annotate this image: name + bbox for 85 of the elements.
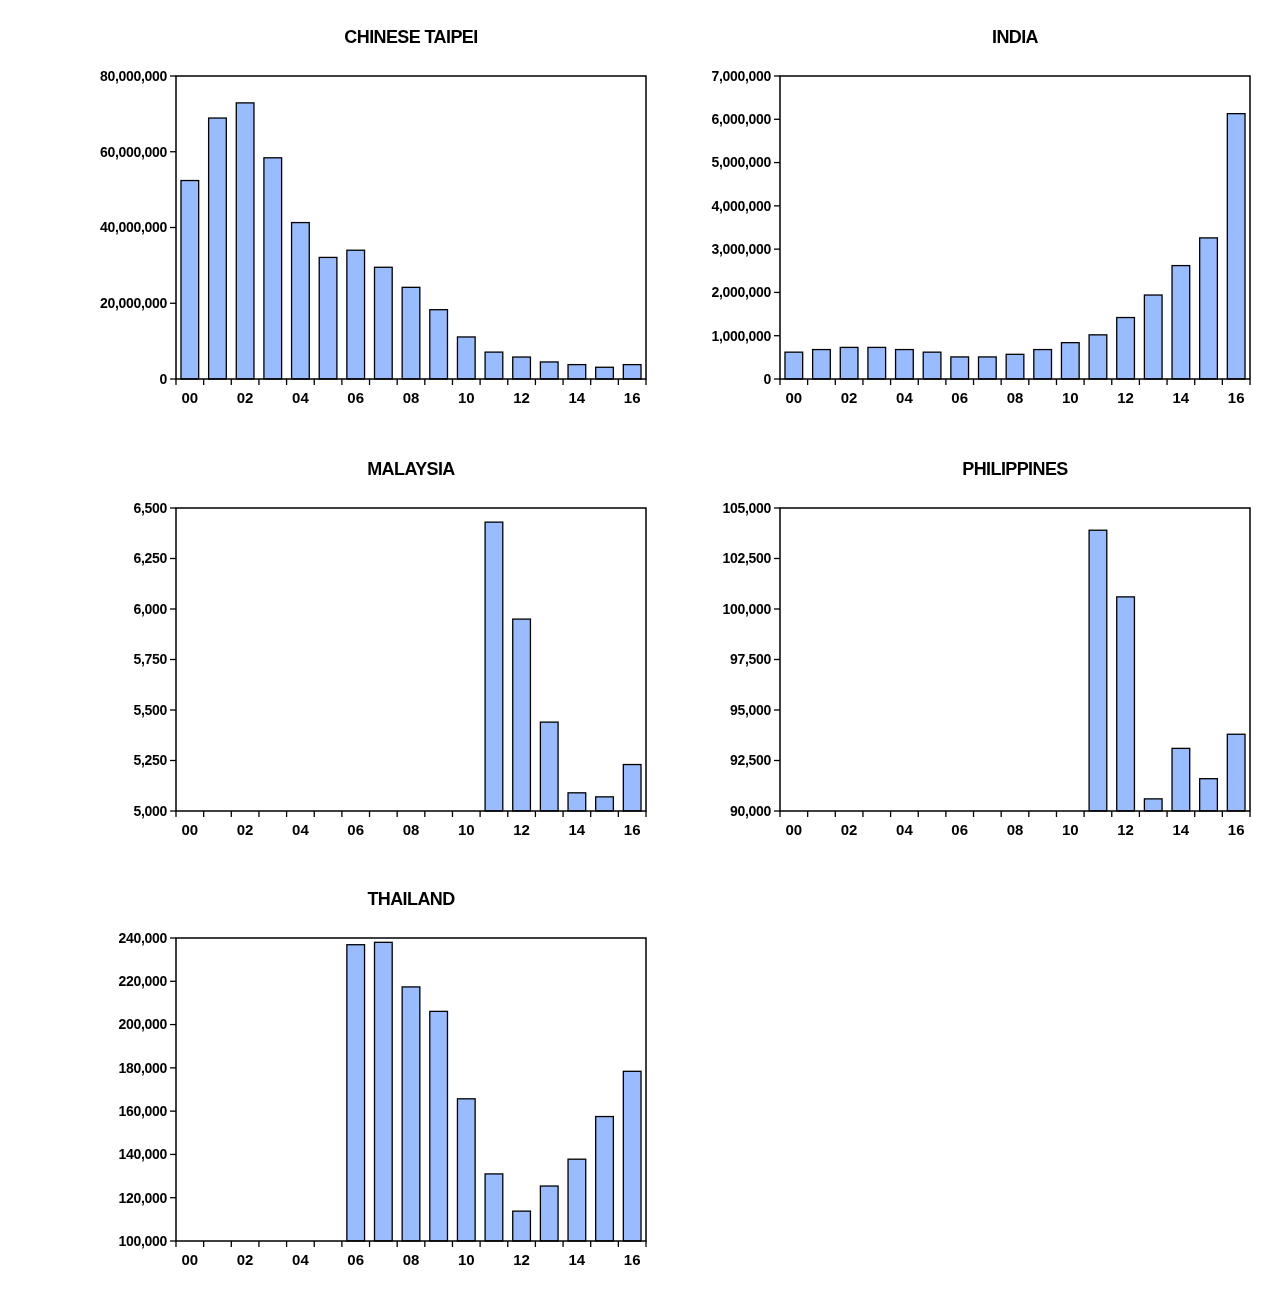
y-tick-label: 240,000: [118, 929, 168, 946]
x-tick-label: 08: [402, 1251, 420, 1268]
y-tick-label: 120,000: [118, 1189, 168, 1206]
y-tick-label: 0: [763, 370, 772, 387]
y-tick-label: 102,500: [722, 550, 772, 567]
x-tick-label: 16: [623, 389, 641, 406]
x-tick-label: 00: [181, 389, 199, 406]
y-tick-label: 5,500: [133, 701, 168, 718]
y-tick-label: 3,000,000: [711, 241, 772, 258]
x-tick-label: 04: [896, 389, 914, 406]
x-tick-label: 12: [1117, 389, 1134, 406]
y-tick-label: 97,500: [729, 651, 772, 668]
y-tick-label: 5,750: [133, 651, 168, 668]
x-tick-label: 10: [1061, 821, 1079, 838]
y-tick-label: 6,250: [133, 550, 168, 567]
y-tick-label: 6,500: [133, 499, 168, 516]
chart-title: THAILAND: [367, 889, 456, 909]
x-tick-label: 10: [457, 821, 475, 838]
x-tick-label: 12: [513, 389, 530, 406]
x-tick-label: 02: [236, 821, 254, 838]
x-tick-label: 06: [951, 821, 969, 838]
x-tick-label: 06: [951, 389, 969, 406]
y-tick-label: 100,000: [722, 600, 772, 617]
y-tick-label: 200,000: [118, 1016, 168, 1033]
x-tick-label: 10: [1061, 389, 1079, 406]
chart-title: INDIA: [992, 27, 1039, 47]
x-tick-label: 14: [568, 821, 586, 838]
x-tick-label: 16: [623, 821, 641, 838]
y-tick-label: 95,000: [729, 701, 772, 718]
y-tick-label: 6,000: [133, 600, 168, 617]
y-tick-label: 140,000: [118, 1146, 168, 1163]
y-tick-label: 5,000: [133, 802, 168, 819]
x-tick-label: 10: [457, 389, 475, 406]
y-tick-label: 2,000,000: [711, 284, 772, 301]
x-tick-label: 08: [402, 821, 420, 838]
y-tick-label: 7,000,000: [711, 67, 772, 84]
x-tick-label: 14: [1172, 389, 1190, 406]
x-tick-label: 12: [513, 821, 530, 838]
x-tick-label: 02: [236, 389, 254, 406]
x-tick-label: 16: [1227, 389, 1245, 406]
x-tick-label: 12: [513, 1251, 530, 1268]
x-tick-label: 04: [292, 1251, 310, 1268]
y-tick-label: 105,000: [722, 499, 772, 516]
y-tick-label: 0: [159, 370, 168, 387]
x-tick-label: 02: [840, 389, 858, 406]
y-tick-label: 160,000: [118, 1103, 168, 1120]
x-tick-label: 00: [181, 1251, 199, 1268]
y-tick-label: 80,000,000: [99, 67, 168, 84]
x-tick-label: 12: [1117, 821, 1134, 838]
x-tick-label: 14: [568, 1251, 586, 1268]
x-tick-label: 00: [181, 821, 199, 838]
y-tick-label: 5,250: [133, 752, 168, 769]
y-tick-label: 180,000: [118, 1059, 168, 1076]
y-tick-label: 100,000: [118, 1232, 168, 1249]
x-tick-label: 06: [347, 1251, 365, 1268]
x-tick-label: 16: [623, 1251, 641, 1268]
chart-title: PHILIPPINES: [962, 459, 1069, 479]
y-tick-label: 5,000,000: [711, 154, 772, 171]
x-tick-label: 08: [402, 389, 420, 406]
y-tick-label: 90,000: [729, 802, 772, 819]
x-tick-label: 02: [840, 821, 858, 838]
y-tick-label: 4,000,000: [711, 197, 772, 214]
x-tick-label: 04: [896, 821, 914, 838]
chart-title: CHINESE TAIPEI: [344, 27, 478, 47]
x-tick-label: 06: [347, 389, 365, 406]
y-tick-label: 40,000,000: [99, 219, 168, 236]
x-tick-label: 02: [236, 1251, 254, 1268]
y-tick-label: 6,000,000: [711, 111, 772, 128]
x-tick-label: 08: [1006, 821, 1024, 838]
y-tick-label: 92,500: [729, 752, 772, 769]
x-tick-label: 00: [785, 389, 803, 406]
x-tick-label: 06: [347, 821, 365, 838]
y-tick-label: 220,000: [118, 973, 168, 990]
y-tick-label: 1,000,000: [711, 327, 772, 344]
y-tick-label: 60,000,000: [99, 143, 168, 160]
y-tick-label: 20,000,000: [99, 295, 168, 312]
x-tick-label: 04: [292, 821, 310, 838]
x-tick-label: 14: [568, 389, 586, 406]
chart-title: MALAYSIA: [367, 459, 456, 479]
x-tick-label: 08: [1006, 389, 1024, 406]
x-tick-label: 14: [1172, 821, 1190, 838]
x-tick-label: 04: [292, 389, 310, 406]
x-tick-label: 16: [1227, 821, 1245, 838]
x-tick-label: 00: [785, 821, 803, 838]
x-tick-label: 10: [457, 1251, 475, 1268]
